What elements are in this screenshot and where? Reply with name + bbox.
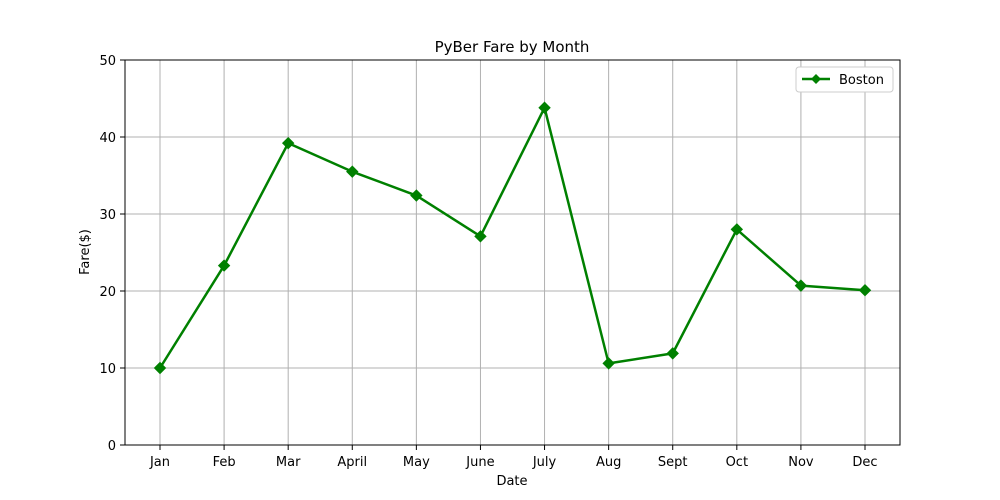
data-point-marker (602, 357, 615, 370)
x-axis-ticks: Jan Feb Mar April May June July Aug Sept Oct Nov De… (149, 445, 878, 470)
data-point-marker (281, 136, 295, 150)
data-point-marker (217, 259, 231, 272)
y-tick-label: 0 (108, 439, 116, 454)
data-point-marker (410, 189, 423, 202)
x-tick-label: Sept (658, 455, 688, 470)
y-tick-label: 10 (99, 362, 116, 377)
y-tick-label: 20 (99, 285, 116, 300)
x-tick-label: Aug (596, 455, 621, 470)
x-tick-label: April (337, 455, 367, 470)
x-tick-label: Nov (788, 455, 814, 470)
data-point-marker (538, 101, 551, 114)
y-tick-label: 30 (99, 208, 116, 223)
series-line-boston (158, 106, 866, 369)
data-point-marker (474, 230, 487, 243)
grid-lines (125, 59, 900, 446)
y-axis-label: Fare($) (78, 229, 93, 275)
x-tick-label: Mar (276, 455, 301, 470)
plot-area-frame (124, 59, 901, 446)
data-point-marker (666, 347, 679, 360)
x-tick-label: July (532, 455, 557, 470)
legend-marker-diamond (811, 74, 821, 84)
data-point-marker (794, 279, 808, 292)
x-tick-label: Oct (726, 455, 748, 470)
data-point-marker (858, 284, 872, 297)
x-tick-label: June (465, 455, 494, 470)
y-tick-label: 40 (99, 131, 116, 146)
x-tick-label: Jan (149, 455, 170, 470)
data-point-marker (346, 165, 359, 178)
legend-box (795, 66, 894, 93)
series-layer (153, 101, 872, 375)
legend-entry-label: Boston (839, 73, 884, 88)
chart-title: PyBer Fare by Month (435, 38, 590, 56)
x-tick-label: Feb (213, 455, 236, 470)
y-tick-label: 50 (99, 54, 116, 69)
x-axis-label: Date (496, 474, 527, 489)
legend: Boston (795, 66, 894, 93)
data-point-marker (730, 223, 744, 236)
y-axis-ticks: 0 10 20 30 40 50 (99, 54, 125, 454)
data-point-marker (153, 361, 167, 375)
x-tick-label: May (403, 455, 430, 470)
x-tick-label: Dec (852, 455, 877, 470)
